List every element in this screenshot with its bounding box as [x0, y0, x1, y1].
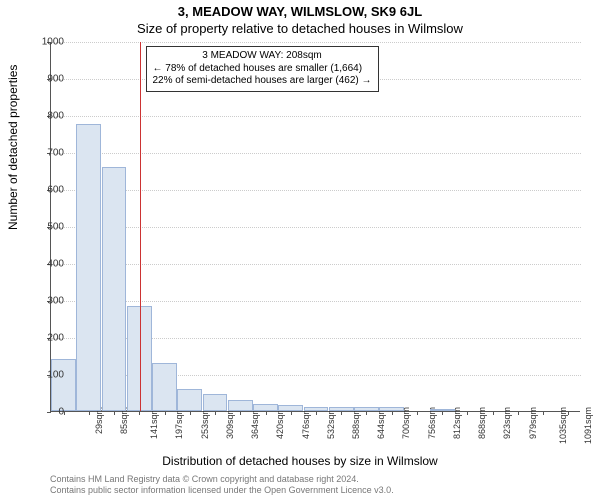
gridline-h — [51, 264, 581, 265]
ytick-label: 1000 — [24, 37, 64, 48]
xtick-label: 29sqm — [94, 407, 104, 434]
gridline-h — [51, 301, 581, 302]
xtick-mark — [467, 411, 468, 415]
xtick-label: 756sqm — [427, 407, 437, 439]
xtick-mark — [291, 411, 292, 415]
ytick-label: 300 — [24, 296, 64, 307]
xtick-label: 1035sqm — [558, 407, 568, 444]
ytick-label: 800 — [24, 111, 64, 122]
xtick-label: 700sqm — [402, 407, 412, 439]
xtick-label: 644sqm — [376, 407, 386, 439]
xtick-label: 476sqm — [301, 407, 311, 439]
bar — [76, 124, 101, 411]
xtick-mark — [493, 411, 494, 415]
chart-area: 29sqm85sqm141sqm197sqm253sqm309sqm364sqm… — [50, 42, 580, 412]
xtick-label: 85sqm — [119, 407, 129, 434]
gridline-h — [51, 42, 581, 43]
y-axis-title: Number of detached properties — [6, 65, 20, 230]
bar — [228, 400, 253, 411]
xtick-label: 812sqm — [452, 407, 462, 439]
ytick-label: 200 — [24, 333, 64, 344]
chart-subtitle: Size of property relative to detached ho… — [0, 19, 600, 38]
x-axis-title: Distribution of detached houses by size … — [0, 454, 600, 468]
xtick-mark — [139, 411, 140, 415]
xtick-label: 868sqm — [477, 407, 487, 439]
xtick-label: 309sqm — [225, 407, 235, 439]
xtick-mark — [543, 411, 544, 415]
gridline-h — [51, 190, 581, 191]
xtick-mark — [568, 411, 569, 415]
ytick-label: 0 — [24, 407, 64, 418]
xtick-mark — [366, 411, 367, 415]
ytick-label: 400 — [24, 259, 64, 270]
xtick-mark — [392, 411, 393, 415]
plot-region: 29sqm85sqm141sqm197sqm253sqm309sqm364sqm… — [50, 42, 580, 412]
ytick-label: 600 — [24, 185, 64, 196]
xtick-mark — [89, 411, 90, 415]
footer-line: Contains public sector information licen… — [50, 485, 394, 496]
xtick-label: 588sqm — [351, 407, 361, 439]
ytick-label: 900 — [24, 74, 64, 85]
gridline-h — [51, 153, 581, 154]
bar — [203, 394, 228, 411]
xtick-mark — [341, 411, 342, 415]
annotation-line: 22% of semi-detached houses are larger (… — [153, 75, 372, 88]
gridline-h — [51, 227, 581, 228]
annotation-box: 3 MEADOW WAY: 208sqm← 78% of detached ho… — [146, 46, 379, 92]
xtick-mark — [190, 411, 191, 415]
bar — [177, 389, 202, 411]
footer-attribution: Contains HM Land Registry data © Crown c… — [50, 474, 394, 496]
bar — [152, 363, 177, 411]
xtick-mark — [442, 411, 443, 415]
ytick-label: 700 — [24, 148, 64, 159]
xtick-mark — [114, 411, 115, 415]
bar — [253, 404, 278, 411]
xtick-label: 532sqm — [326, 407, 336, 439]
bar — [51, 359, 76, 411]
xtick-label: 1091sqm — [583, 407, 593, 444]
footer-line: Contains HM Land Registry data © Crown c… — [50, 474, 394, 485]
xtick-label: 364sqm — [250, 407, 260, 439]
page-title: 3, MEADOW WAY, WILMSLOW, SK9 6JL — [0, 0, 600, 19]
xtick-label: 979sqm — [528, 407, 538, 439]
xtick-mark — [417, 411, 418, 415]
ytick-label: 500 — [24, 222, 64, 233]
xtick-mark — [266, 411, 267, 415]
annotation-line: 3 MEADOW WAY: 208sqm — [153, 50, 372, 63]
figure: { "type": "histogram", "title_line1": "3… — [0, 0, 600, 500]
bar — [102, 167, 127, 411]
annotation-line: ← 78% of detached houses are smaller (1,… — [153, 63, 372, 76]
xtick-label: 420sqm — [275, 407, 285, 439]
xtick-label: 141sqm — [149, 407, 159, 439]
xtick-label: 197sqm — [174, 407, 184, 439]
xtick-mark — [240, 411, 241, 415]
xtick-mark — [316, 411, 317, 415]
xtick-label: 253sqm — [200, 407, 210, 439]
reference-line — [140, 42, 141, 411]
ytick-label: 100 — [24, 370, 64, 381]
xtick-mark — [165, 411, 166, 415]
xtick-mark — [215, 411, 216, 415]
xtick-label: 923sqm — [502, 407, 512, 439]
gridline-h — [51, 116, 581, 117]
xtick-mark — [518, 411, 519, 415]
